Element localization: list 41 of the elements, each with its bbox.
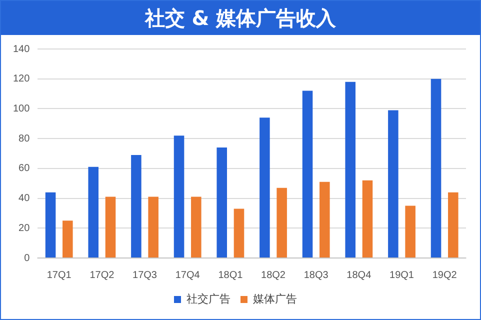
bar bbox=[388, 110, 398, 258]
bar bbox=[216, 148, 227, 258]
x-tick-label: 17Q4 bbox=[175, 270, 200, 281]
x-tick-label: 17Q1 bbox=[46, 270, 72, 281]
y-tick-label: 0 bbox=[24, 252, 30, 264]
bar bbox=[276, 188, 287, 258]
x-tick-label: 17Q2 bbox=[90, 270, 115, 281]
bar bbox=[148, 196, 158, 258]
bar bbox=[320, 182, 330, 258]
x-tick-label: 18Q4 bbox=[346, 270, 372, 281]
bar bbox=[234, 208, 244, 258]
x-tick-label: 18Q1 bbox=[218, 270, 244, 281]
bar bbox=[131, 154, 142, 258]
bar bbox=[191, 196, 202, 258]
bar bbox=[45, 192, 56, 258]
bar bbox=[302, 90, 313, 258]
bar bbox=[88, 166, 99, 258]
x-tick-label: 18Q3 bbox=[304, 270, 329, 281]
x-tick-label: 17Q3 bbox=[132, 270, 158, 281]
bar bbox=[174, 136, 184, 258]
x-tick-label: 19Q1 bbox=[390, 270, 414, 281]
bar bbox=[430, 78, 442, 258]
bar bbox=[105, 196, 116, 258]
legend-label: 社交广告 bbox=[186, 292, 230, 306]
chart-title: 社交 & 媒体广告收入 bbox=[1, 1, 480, 35]
bar bbox=[260, 118, 270, 258]
bar bbox=[345, 82, 356, 258]
y-tick-label: 20 bbox=[18, 222, 30, 234]
x-tick-label: 18Q2 bbox=[261, 270, 286, 281]
y-tick-label: 140 bbox=[12, 44, 30, 55]
y-tick-label: 60 bbox=[18, 163, 30, 174]
bar bbox=[62, 220, 73, 258]
bar bbox=[405, 206, 416, 258]
y-tick-label: 80 bbox=[18, 133, 30, 144]
bar bbox=[362, 180, 373, 258]
legend-label: 媒体广告 bbox=[253, 292, 297, 306]
x-tick-label: 19Q2 bbox=[432, 270, 458, 281]
y-tick-label: 120 bbox=[12, 74, 30, 85]
y-tick-label: 40 bbox=[18, 193, 30, 204]
y-tick-label: 100 bbox=[12, 103, 30, 114]
bar bbox=[448, 192, 458, 258]
